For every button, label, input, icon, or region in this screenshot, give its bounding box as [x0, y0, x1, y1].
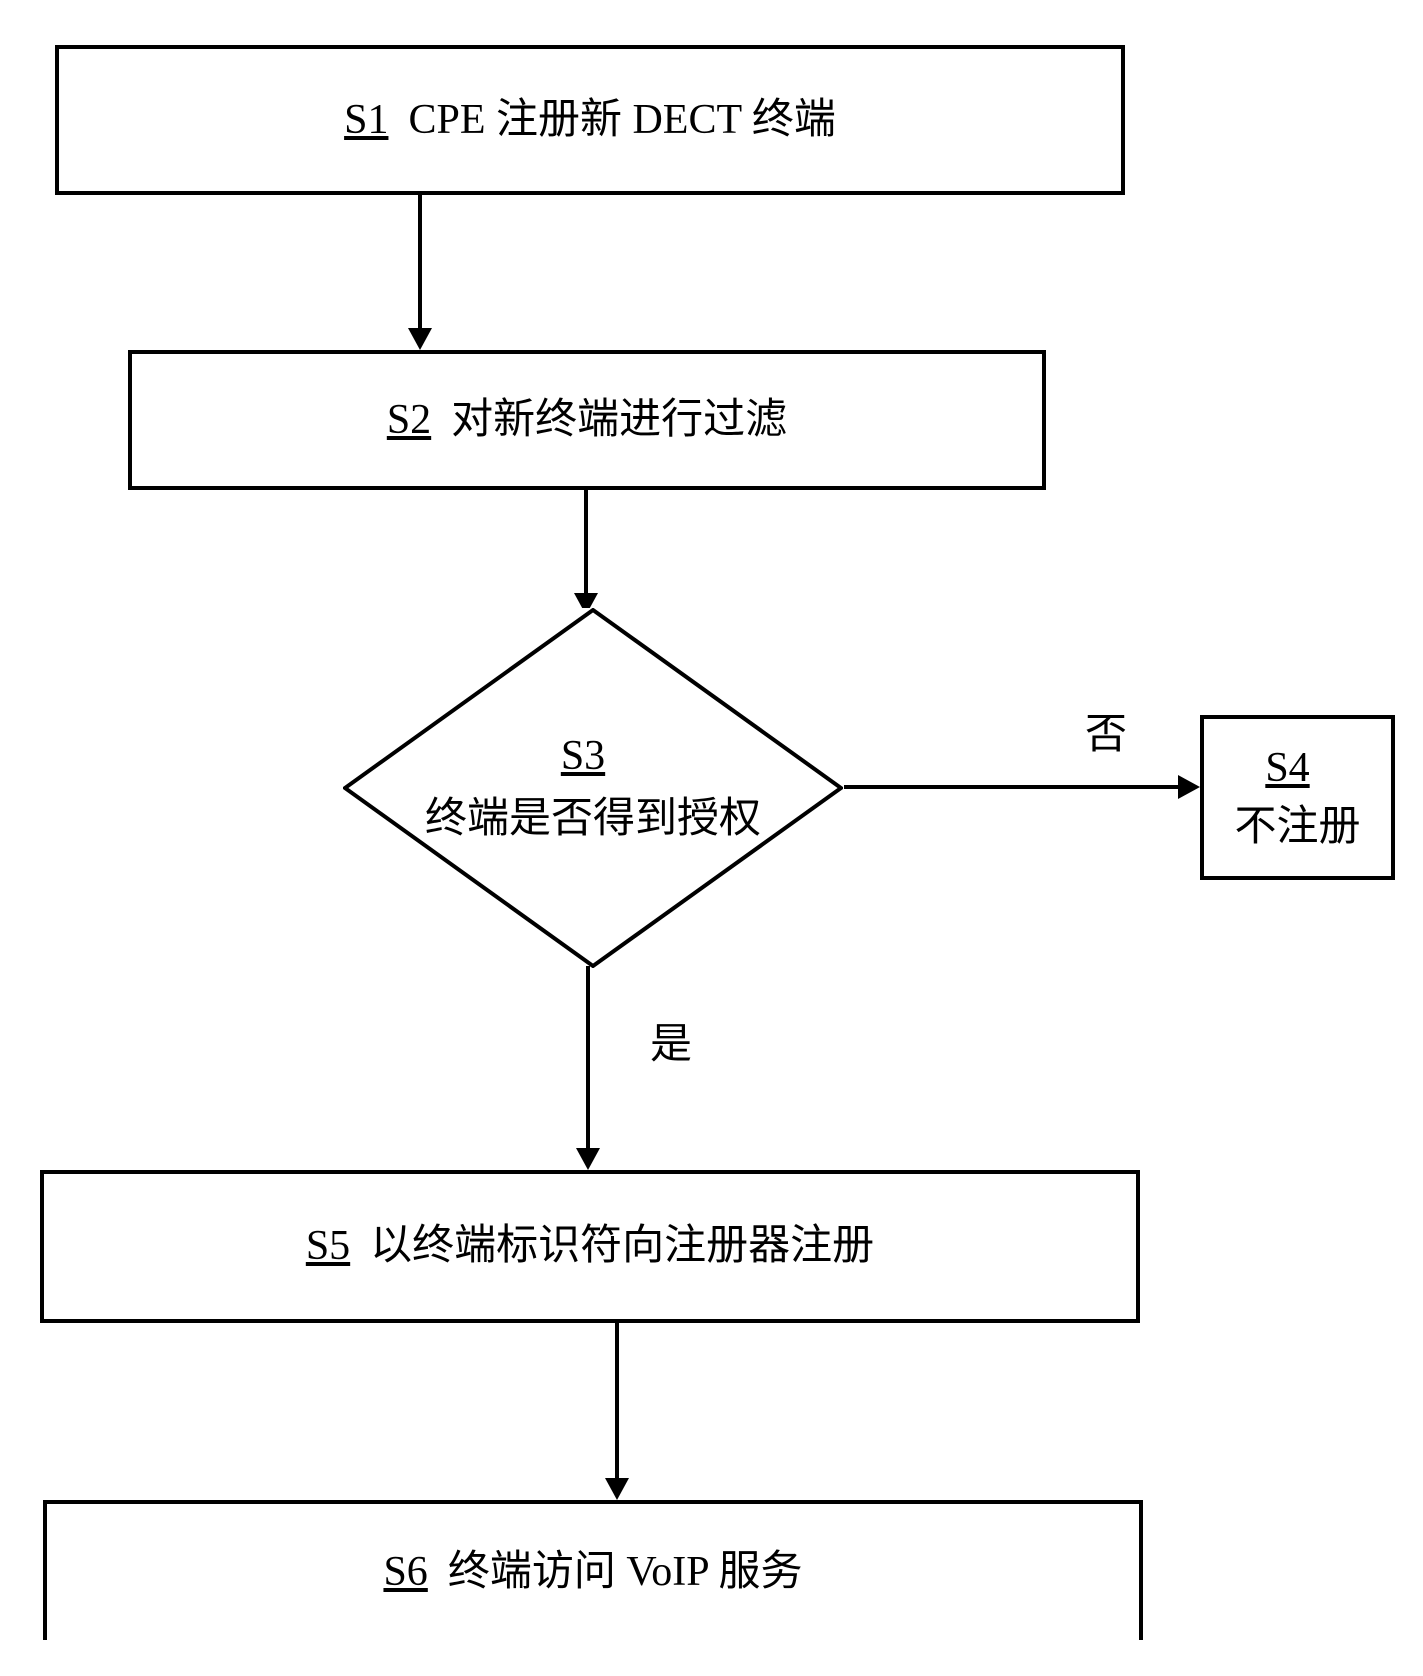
step-s5-label: S5	[306, 1223, 350, 1269]
step-s5-content: 以终端标识符向注册器注册	[370, 1223, 874, 1269]
arrow-s3-s4	[844, 785, 1178, 789]
step-s6-text: S6 终端访问 VoIP 服务	[363, 1533, 822, 1612]
arrow-head-s3-s4	[1178, 775, 1200, 799]
arrow-head-s1-s2	[408, 328, 432, 350]
arrow-s5-s6	[615, 1323, 619, 1478]
edge-label-yes: 是	[650, 1010, 692, 1071]
step-s2-box: S2 对新终端进行过滤	[128, 350, 1046, 490]
step-s2-text: S2 对新终端进行过滤	[367, 381, 807, 460]
step-s4-box: S4 不注册	[1200, 715, 1395, 880]
step-s3-content: 终端是否得到授权	[425, 788, 761, 851]
arrow-s2-s3	[584, 490, 588, 593]
step-s1-box: S1 CPE 注册新 DECT 终端	[55, 45, 1125, 195]
step-s1-content: CPE 注册新 DECT 终端	[408, 97, 835, 143]
step-s3-text: S3 终端是否得到授权	[425, 725, 761, 851]
step-s4-text: S4 不注册	[1234, 739, 1360, 857]
step-s5-box: S5 以终端标识符向注册器注册	[40, 1170, 1140, 1323]
flowchart-container: S1 CPE 注册新 DECT 终端 S2 对新终端进行过滤 S3 终端是否得到授权…	[0, 0, 1423, 1676]
step-s1-label: S1	[344, 97, 388, 143]
step-s6-label: S6	[383, 1549, 427, 1595]
arrow-s3-s5	[586, 966, 590, 1148]
arrow-head-s5-s6	[605, 1478, 629, 1500]
step-s2-content: 对新终端进行过滤	[451, 397, 787, 443]
step-s4-content: 不注册	[1234, 798, 1360, 857]
step-s6-box: S6 终端访问 VoIP 服务	[43, 1500, 1143, 1640]
step-s3-diamond: S3 终端是否得到授权	[343, 608, 843, 968]
arrow-head-s3-s5	[576, 1148, 600, 1170]
step-s1-text: S1 CPE 注册新 DECT 终端	[324, 81, 856, 160]
arrow-s1-s2	[418, 195, 422, 328]
step-s2-label: S2	[387, 397, 431, 443]
step-s3-label: S3	[561, 733, 605, 779]
step-s4-label: S4	[1265, 745, 1309, 791]
edge-label-no: 否	[1085, 700, 1127, 761]
step-s5-text: S5 以终端标识符向注册器注册	[286, 1207, 894, 1286]
step-s6-content: 终端访问 VoIP 服务	[448, 1549, 803, 1595]
